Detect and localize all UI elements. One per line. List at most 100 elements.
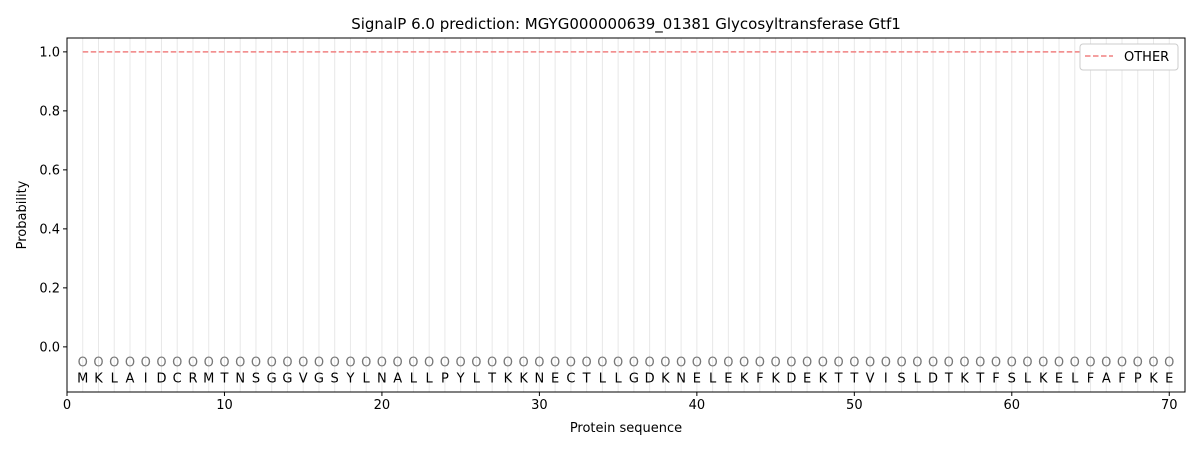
region-label: O bbox=[1117, 356, 1127, 371]
residue-label: L bbox=[1071, 371, 1079, 386]
region-label: O bbox=[141, 356, 151, 371]
y-tick-label: 0.2 bbox=[39, 281, 60, 296]
region-label: O bbox=[487, 356, 497, 371]
residue-label: E bbox=[551, 371, 559, 386]
residue-label: L bbox=[615, 371, 623, 386]
region-label: O bbox=[676, 356, 686, 371]
residue-label: G bbox=[267, 371, 277, 386]
x-tick-label: 70 bbox=[1161, 398, 1178, 413]
region-label: O bbox=[361, 356, 371, 371]
region-label: O bbox=[1038, 356, 1048, 371]
region-label: O bbox=[298, 356, 308, 371]
residue-label: L bbox=[473, 371, 481, 386]
residue-label: S bbox=[331, 371, 339, 386]
residue-label: P bbox=[441, 371, 449, 386]
region-label: O bbox=[582, 356, 592, 371]
region-label: O bbox=[770, 356, 780, 371]
region-label: O bbox=[377, 356, 387, 371]
residue-label: I bbox=[884, 371, 888, 386]
x-axis-label: Protein sequence bbox=[570, 421, 682, 436]
x-tick-label: 40 bbox=[689, 398, 706, 413]
residue-label: T bbox=[975, 371, 984, 386]
x-tick-label: 20 bbox=[374, 398, 391, 413]
region-label: O bbox=[723, 356, 733, 371]
region-label: O bbox=[456, 356, 466, 371]
residue-label: K bbox=[94, 371, 103, 386]
region-label: O bbox=[991, 356, 1001, 371]
region-label: O bbox=[519, 356, 529, 371]
region-label: O bbox=[156, 356, 166, 371]
residue-label: F bbox=[756, 371, 763, 386]
residue-label: K bbox=[1149, 371, 1158, 386]
region-label: O bbox=[393, 356, 403, 371]
region-label: O bbox=[1085, 356, 1095, 371]
residue-label: T bbox=[487, 371, 496, 386]
region-label: O bbox=[833, 356, 843, 371]
residue-label: T bbox=[582, 371, 591, 386]
residue-label: T bbox=[849, 371, 858, 386]
residue-label: R bbox=[188, 371, 197, 386]
region-label: O bbox=[550, 356, 560, 371]
region-label: O bbox=[330, 356, 340, 371]
region-label: O bbox=[1054, 356, 1064, 371]
region-label: O bbox=[188, 356, 198, 371]
region-label: O bbox=[503, 356, 513, 371]
region-label: O bbox=[645, 356, 655, 371]
residue-label: T bbox=[944, 371, 953, 386]
region-label: O bbox=[802, 356, 812, 371]
residue-label: K bbox=[771, 371, 780, 386]
chart-title: SignalP 6.0 prediction: MGYG000000639_01… bbox=[351, 15, 901, 34]
region-label: O bbox=[1164, 356, 1174, 371]
region-label: O bbox=[928, 356, 938, 371]
y-tick-label: 0.6 bbox=[39, 163, 60, 178]
region-label: O bbox=[1007, 356, 1017, 371]
residue-label: G bbox=[282, 371, 292, 386]
residue-label: E bbox=[803, 371, 811, 386]
region-label: O bbox=[78, 356, 88, 371]
x-tick-label: 30 bbox=[531, 398, 548, 413]
residue-label: P bbox=[1134, 371, 1142, 386]
region-label: O bbox=[707, 356, 717, 371]
region-label: O bbox=[251, 356, 261, 371]
residue-label: G bbox=[629, 371, 639, 386]
residue-label: E bbox=[724, 371, 732, 386]
residue-label: D bbox=[645, 371, 655, 386]
residue-label: I bbox=[144, 371, 148, 386]
y-tick-label: 0.4 bbox=[39, 222, 60, 237]
region-label: O bbox=[1022, 356, 1032, 371]
residue-label: K bbox=[819, 371, 828, 386]
residue-label: L bbox=[363, 371, 371, 386]
residue-label: K bbox=[740, 371, 749, 386]
residue-label: C bbox=[173, 371, 182, 386]
region-label: O bbox=[692, 356, 702, 371]
y-tick-label: 0.8 bbox=[39, 104, 60, 119]
residue-label: N bbox=[676, 371, 686, 386]
region-label: O bbox=[440, 356, 450, 371]
residue-label: A bbox=[1102, 371, 1111, 386]
region-label: O bbox=[755, 356, 765, 371]
region-label: O bbox=[1101, 356, 1111, 371]
region-label: O bbox=[566, 356, 576, 371]
region-label: O bbox=[109, 356, 119, 371]
residue-label: S bbox=[1008, 371, 1016, 386]
region-label: O bbox=[849, 356, 859, 371]
residue-label: A bbox=[126, 371, 135, 386]
region-label: O bbox=[1148, 356, 1158, 371]
residue-label: Y bbox=[456, 371, 465, 386]
residue-label: T bbox=[219, 371, 228, 386]
region-label: O bbox=[282, 356, 292, 371]
residue-label: K bbox=[1039, 371, 1048, 386]
residue-label: D bbox=[928, 371, 938, 386]
y-tick-label: 0.0 bbox=[39, 340, 60, 355]
residue-label: D bbox=[156, 371, 166, 386]
region-label: O bbox=[172, 356, 182, 371]
region-label: O bbox=[865, 356, 875, 371]
x-tick-label: 10 bbox=[216, 398, 233, 413]
residue-label: F bbox=[1087, 371, 1094, 386]
x-tick-label: 60 bbox=[1004, 398, 1021, 413]
legend: OTHER bbox=[1079, 43, 1179, 71]
region-label: O bbox=[345, 356, 355, 371]
residue-label: L bbox=[914, 371, 922, 386]
legend-label-other: OTHER bbox=[1124, 50, 1169, 65]
